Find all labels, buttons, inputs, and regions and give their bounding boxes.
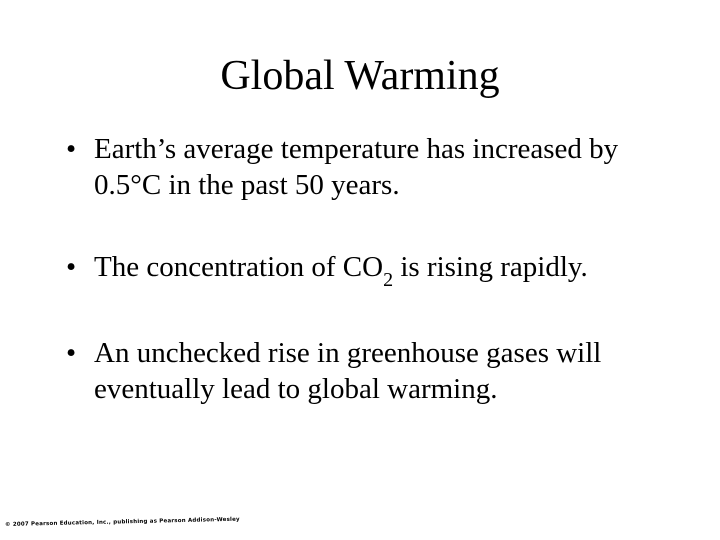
copyright-notice: © 2007 Pearson Education, Inc., publishi… (4, 516, 240, 528)
slide-title: Global Warming (220, 53, 500, 99)
bullet-marker: • (66, 133, 77, 165)
co2-subscript: 2 (383, 269, 394, 291)
bullet-marker: • (66, 337, 77, 369)
bullet-text: Earth’s average temperature has increase… (94, 133, 619, 201)
bullet-item-greenhouse: • An unchecked rise in greenhouse gases … (66, 335, 686, 407)
bullet-text-before: The concentration of CO (94, 251, 384, 283)
bullet-item-temperature: • Earth’s average temperature has increa… (66, 131, 686, 203)
bullet-text-after: is rising rapidly. (393, 251, 588, 283)
bullet-text: The concentration of CO2 is rising rapid… (94, 249, 686, 290)
bullet-item-co2: • The concentration of CO2 is rising rap… (66, 249, 686, 290)
bullet-text: An unchecked rise in greenhouse gases wi… (94, 337, 602, 405)
bullet-marker: • (66, 251, 77, 283)
